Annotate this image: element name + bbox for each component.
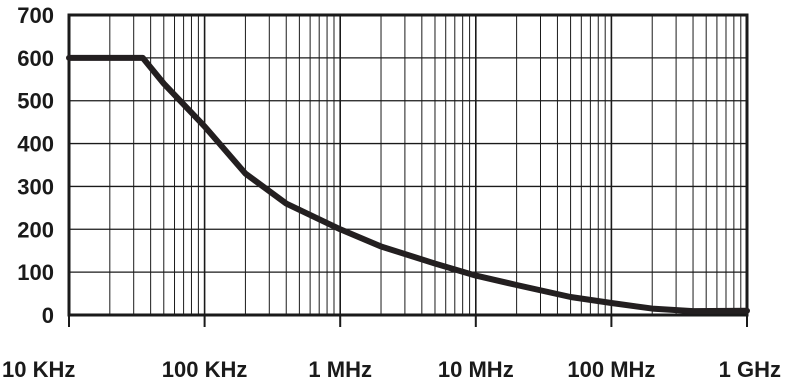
series-group xyxy=(66,54,750,315)
grid xyxy=(68,14,747,316)
x-tick-label: 1 GHz xyxy=(719,357,781,382)
y-tick-label: 300 xyxy=(17,174,54,199)
y-tick-label: 700 xyxy=(17,3,54,28)
series-line xyxy=(66,54,750,315)
x-tick-label: 100 MHz xyxy=(567,357,655,382)
x-tick-label: 10 MHz xyxy=(438,357,514,382)
x-tick-label: 10 KHz xyxy=(2,357,75,382)
x-tick-label: 100 KHz xyxy=(162,357,248,382)
x-tick-label: 1 MHz xyxy=(308,357,372,382)
plot-frame xyxy=(67,13,749,327)
x-axis-labels: 10 KHz 100 KHz 1 MHz 10 MHz 100 MHz 1 GHz xyxy=(2,357,781,382)
plot-border xyxy=(67,13,749,317)
y-axis-labels: 0 100 200 300 400 500 600 700 xyxy=(17,3,54,328)
y-tick-label: 200 xyxy=(17,217,54,242)
y-tick-label: 400 xyxy=(17,132,54,157)
y-tick-label: 0 xyxy=(42,303,54,328)
y-tick-label: 600 xyxy=(17,46,54,71)
y-tick-label: 500 xyxy=(17,89,54,114)
y-tick-label: 100 xyxy=(17,260,54,285)
